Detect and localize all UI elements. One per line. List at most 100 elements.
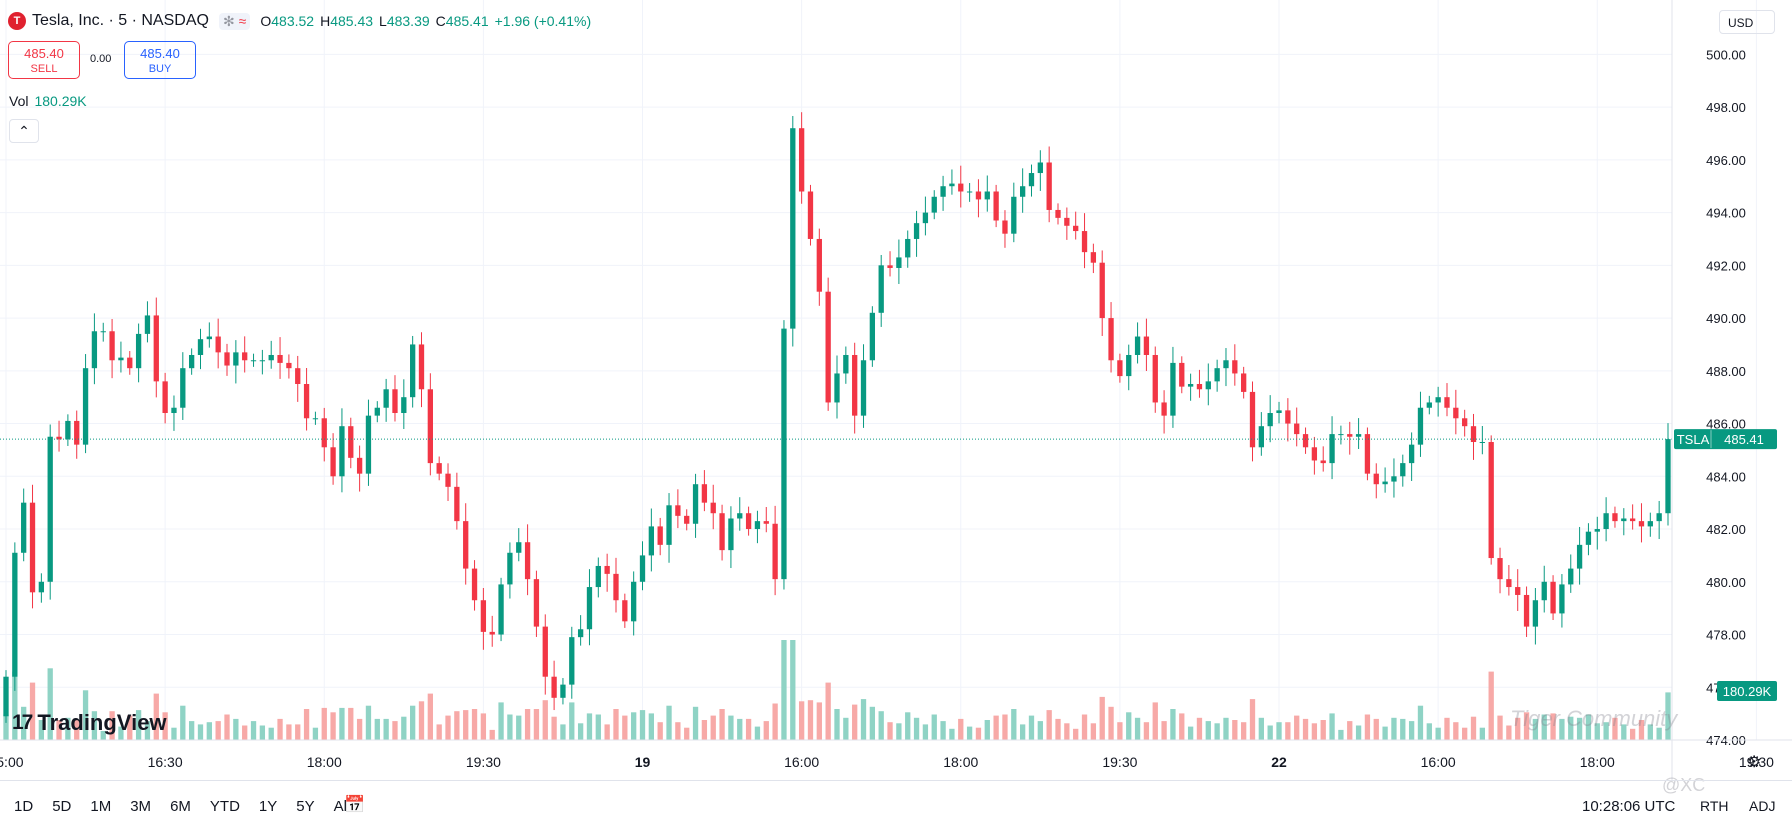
candle-body [1453, 407, 1459, 419]
candle-body [365, 415, 372, 474]
volume-legend[interactable]: Vol 180.29K [9, 93, 87, 109]
range-3m[interactable]: 3M [130, 798, 152, 815]
tradingview-logo[interactable]: 17 TradingView [12, 710, 167, 736]
volume-bar [631, 712, 637, 740]
candle-body [188, 354, 195, 369]
price-axis: 500.00 498.00 496.00 494.00 492.00 490.00 488.… [1671, 0, 1777, 780]
candle-body [427, 389, 433, 464]
volume-bar [1055, 718, 1061, 740]
volume-bar [975, 727, 982, 740]
candle-body [516, 542, 522, 553]
candle-body [1126, 354, 1132, 377]
volume-bar [1099, 696, 1105, 740]
volume-bar [807, 700, 814, 740]
range-6m[interactable]: 6M [170, 798, 191, 815]
y-tick-label: 492.00 [1706, 258, 1746, 273]
volume-bar [321, 707, 327, 740]
candle-body [1426, 402, 1432, 408]
candle-body [719, 513, 725, 551]
volume-bar [1302, 718, 1309, 740]
volume-bar [737, 718, 743, 740]
candle-body [1161, 402, 1167, 416]
chart-grid [0, 0, 1757, 741]
candle-body [975, 191, 982, 200]
range-1m[interactable]: 1M [90, 798, 112, 815]
close-value: 485.41 [445, 13, 489, 29]
candle-body [984, 191, 990, 200]
candle-body [1249, 391, 1256, 448]
candle-body [1373, 473, 1379, 485]
calendar-icon[interactable]: 📅 [344, 795, 366, 814]
chart-settings-icon[interactable]: ⚙ [1747, 754, 1762, 771]
volume-bar [1594, 723, 1600, 740]
ohlc-low: L483.39 [379, 13, 430, 29]
candle-body [1214, 368, 1220, 382]
volume-bar [268, 727, 274, 740]
tradingview-mark-icon: 17 [12, 711, 33, 734]
volume-bar [401, 716, 407, 740]
rth-toggle[interactable]: RTH [1700, 798, 1729, 814]
volume-bar [242, 725, 248, 740]
candle-body [710, 502, 716, 514]
y-tick-label: 490.00 [1706, 311, 1746, 326]
range-1d[interactable]: 1D [14, 798, 34, 815]
x-tick-label: 18:00 [943, 754, 978, 770]
range-ytd[interactable]: YTD [209, 798, 240, 815]
adj-toggle[interactable]: ADJ [1749, 798, 1776, 814]
volume-bar [790, 640, 796, 740]
candle-body [392, 389, 398, 414]
currency-select[interactable]: USD [1719, 10, 1775, 34]
utc-clock[interactable]: 10:28:06 UTC [1582, 798, 1676, 815]
candle-body [781, 328, 787, 580]
badge-symbol: TSLA [1677, 432, 1710, 447]
range-all[interactable]: All [333, 798, 351, 815]
candle-body [1046, 162, 1052, 210]
volume-bar [595, 714, 601, 740]
candle-body [1347, 434, 1353, 437]
symbol-title[interactable]: Tesla, Inc. · 5 · NASDAQ [32, 12, 209, 29]
volume-bar [286, 724, 292, 740]
asterisk-icon: ✻ [222, 12, 235, 29]
candlestick-chart[interactable]: 500.00 498.00 496.00 494.00 492.00 490.00 488.… [0, 0, 1792, 780]
ohlc-high: H485.43 [320, 13, 373, 29]
volume-bar [940, 721, 946, 740]
watermark-text: Tiger Community [1510, 706, 1678, 731]
candle-body [1576, 544, 1583, 569]
candle-body [533, 579, 540, 627]
buy-button[interactable]: 485.40 BUY [124, 41, 196, 79]
candle-body [1638, 521, 1645, 527]
candle-body [966, 191, 973, 193]
candle-body [259, 360, 266, 362]
sell-button[interactable]: 485.40 SELL [8, 41, 80, 79]
ohlc-open: O483.52 [260, 13, 314, 29]
candle-body [1320, 460, 1326, 464]
candle-body [348, 426, 354, 458]
volume-bar [277, 718, 283, 740]
candle-body [825, 291, 831, 403]
candle-body [586, 587, 593, 630]
range-5d[interactable]: 5D [52, 798, 72, 815]
volume-bar [1435, 727, 1441, 740]
candle-body [542, 626, 548, 677]
candle-body [958, 183, 964, 192]
volume-bar [763, 721, 769, 740]
volume-bar [1638, 720, 1645, 740]
candle-body [622, 600, 628, 622]
candle-body [763, 521, 769, 524]
volume-bar [586, 713, 593, 740]
x-tick-label: 19:30 [1102, 754, 1137, 770]
range-selector: 1D 5D 1M 3M 6M YTD 1Y 5Y All [14, 798, 350, 815]
indicator-pill[interactable]: ✻ ≈ [218, 12, 251, 30]
volume-bar [1629, 728, 1636, 740]
collapse-legend-button[interactable]: ⌃ [9, 119, 39, 143]
candle-body [507, 552, 513, 585]
volume-bar [233, 718, 239, 740]
volume-bar [1515, 717, 1521, 740]
bottom-toolbar: 1D 5D 1M 3M 6M YTD 1Y 5Y All 📅 10:28:06 … [0, 780, 1792, 830]
candle-body [1037, 162, 1043, 174]
y-tick-label: 494.00 [1706, 206, 1746, 221]
range-1y[interactable]: 1Y [258, 798, 278, 815]
candle-body [551, 676, 557, 698]
range-5y[interactable]: 5Y [296, 798, 315, 815]
volume-bar [339, 707, 345, 740]
